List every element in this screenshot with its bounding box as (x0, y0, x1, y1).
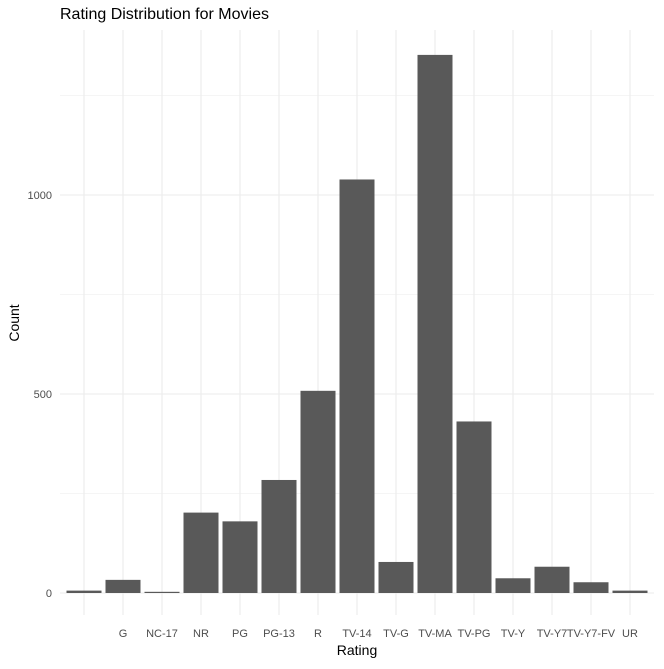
chart-title: Rating Distribution for Movies (60, 6, 269, 23)
y-tick-label: 0 (46, 588, 52, 600)
bar-tv-g (378, 561, 414, 593)
bar-tv-ma (417, 54, 453, 593)
bar-nr (183, 512, 219, 593)
bars (66, 54, 648, 594)
x-tick-labels: G NC-17 NR PG PG-13 R TV-14 TV-G TV-MA TV-PG TV-Y T… (119, 628, 638, 640)
x-tick-label: NC-17 (146, 628, 178, 640)
bar-blank (66, 590, 102, 593)
x-tick-label: TV-Y7-FV (567, 628, 616, 640)
x-tick-label: PG (232, 628, 248, 640)
x-tick-label: TV-Y (501, 628, 526, 640)
y-tick-label: 500 (34, 389, 52, 401)
x-tick-label: TV-MA (418, 628, 452, 640)
x-tick-label: TV-PG (457, 628, 490, 640)
x-axis-label: Rating (337, 642, 377, 658)
x-tick-label: TV-14 (342, 628, 371, 640)
x-tick-label: R (314, 628, 322, 640)
bar-ur (612, 590, 648, 593)
x-tick-label: G (119, 628, 128, 640)
y-tick-labels: 0 500 1000 (28, 190, 52, 600)
bar-pg-13 (261, 479, 297, 593)
bar-nc-17 (144, 591, 180, 593)
y-tick-label: 1000 (28, 190, 52, 202)
bar-tv-y7 (534, 566, 570, 593)
y-axis-label: Count (6, 304, 22, 341)
bar-g (105, 579, 141, 593)
x-tick-label: UR (622, 628, 638, 640)
x-tick-label: TV-G (383, 628, 409, 640)
bar-tv-y (495, 578, 531, 593)
x-tick-label: PG-13 (263, 628, 295, 640)
bar-pg (222, 521, 258, 593)
x-tick-label: NR (193, 628, 209, 640)
bar-tv-y7-fv (573, 582, 609, 593)
bar-tv-14 (339, 179, 375, 594)
bar-tv-pg (456, 421, 492, 593)
bar-r (300, 390, 336, 593)
x-tick-label: TV-Y7 (537, 628, 568, 640)
